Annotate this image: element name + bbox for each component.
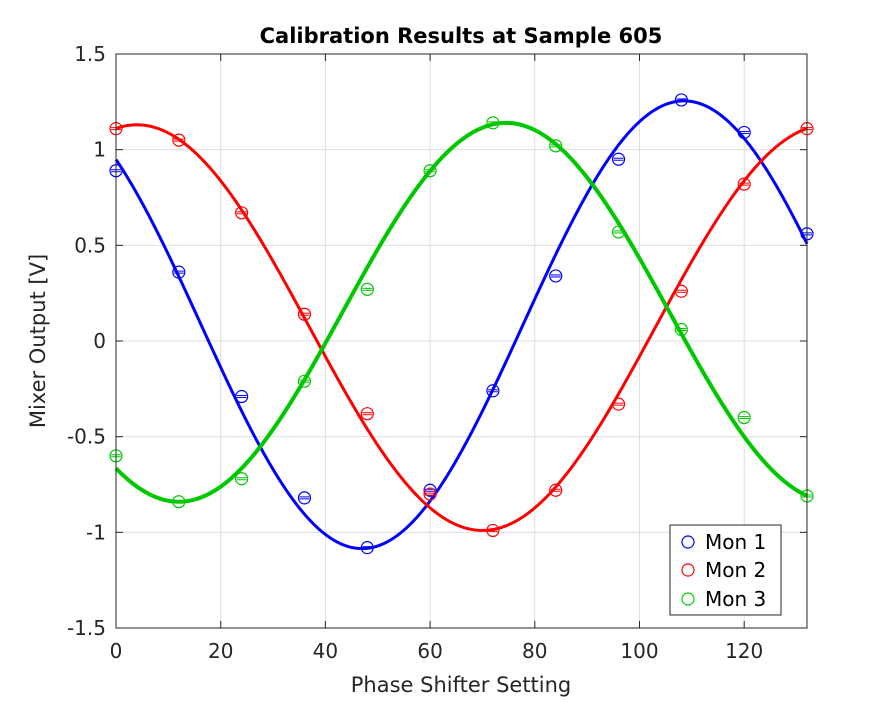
y-tick-label: 0.5	[74, 233, 106, 257]
y-tick-label: -1.5	[67, 616, 106, 640]
x-axis-label: Phase Shifter Setting	[351, 673, 572, 697]
fit-curves	[114, 99, 809, 551]
data-point-mon-2	[549, 483, 563, 497]
y-tick-label: 0	[93, 329, 106, 353]
data-point-mon-2	[737, 177, 751, 191]
data-point-mon-1	[297, 491, 312, 505]
data-point-mon-3	[360, 282, 374, 296]
data-point-mon-2	[486, 523, 500, 538]
data-point-mon-2	[423, 487, 437, 501]
x-tick-label: 60	[417, 639, 442, 663]
data-point-mon-3	[611, 225, 626, 239]
data-point-mon-1	[235, 389, 249, 404]
legend-label-mon-1: Mon 1	[705, 530, 766, 554]
data-point-mon-2	[360, 407, 374, 421]
data-point-mon-3	[486, 116, 500, 130]
data-point-mon-3	[674, 322, 688, 337]
data-point-mon-1	[611, 152, 626, 166]
data-point-mon-3	[549, 139, 563, 153]
data-point-mon-1	[486, 384, 500, 398]
x-tick-label: 40	[313, 639, 338, 663]
x-tick-label: 20	[208, 639, 233, 663]
x-tick-label: 80	[522, 639, 547, 663]
data-point-mon-3	[297, 374, 312, 388]
data-point-mon-2	[297, 307, 312, 321]
x-tick-label: 120	[725, 639, 763, 663]
fit-curve-mon-3	[114, 120, 808, 504]
y-axis-label: Mixer Output [V]	[26, 254, 50, 428]
data-point-mon-2	[611, 397, 626, 411]
x-tick-label: 100	[620, 639, 658, 663]
legend-item-mon-3: Mon 3	[681, 587, 766, 611]
legend-marker-mon-3	[681, 592, 695, 606]
legend-marker-mon-2	[681, 563, 695, 577]
legend-label-mon-3: Mon 3	[705, 587, 766, 611]
fit-curve-mon-2	[115, 123, 808, 532]
data-point-mon-3	[423, 164, 437, 178]
data-point-mon-2	[674, 284, 688, 298]
y-tick-label: -1	[86, 520, 106, 544]
data-point-mon-2	[235, 206, 249, 220]
data-point-mon-1	[549, 269, 563, 283]
y-tick-label: -0.5	[67, 425, 106, 449]
data-point-mon-3	[737, 410, 751, 425]
data-point-mon-2	[172, 133, 186, 147]
legend-item-mon-1: Mon 1	[681, 530, 766, 554]
fit-curve-mon-1	[114, 99, 809, 551]
x-tick-label: 0	[110, 639, 123, 663]
legend-label-mon-2: Mon 2	[705, 558, 766, 582]
legend: Mon 1 Mon 2 Mon 3	[669, 524, 782, 616]
x-tick-labels: 0 20 40 60 80 100 120	[110, 639, 764, 663]
legend-box	[669, 524, 782, 616]
legend-item-mon-2: Mon 2	[681, 558, 766, 582]
data-point-mon-3	[235, 472, 249, 486]
data-point-mon-1	[172, 265, 186, 279]
y-tick-labels: -1.5 -1 -0.5 0 0.5 1 1.5	[67, 42, 106, 640]
y-tick-label: 1.5	[74, 42, 106, 66]
axis-ticks	[115, 53, 807, 629]
chart-title: Calibration Results at Sample 605	[260, 24, 663, 48]
data-point-mon-3	[172, 495, 186, 509]
y-tick-label: 1	[93, 138, 106, 162]
data-point-mon-1	[674, 93, 688, 107]
legend-marker-mon-1	[681, 535, 695, 549]
data-point-mon-1	[737, 125, 751, 140]
data-point-mon-1	[360, 541, 374, 555]
